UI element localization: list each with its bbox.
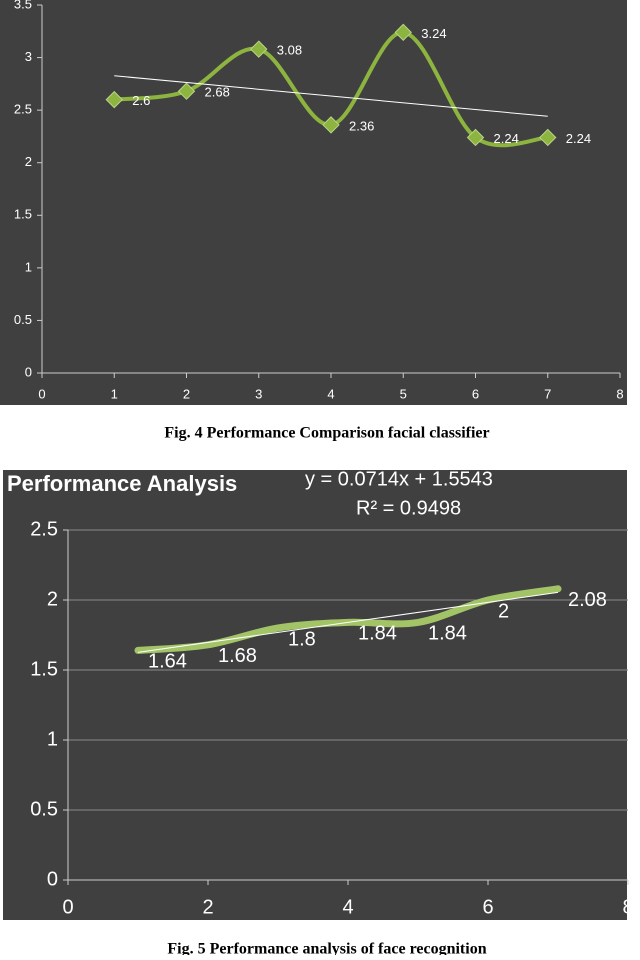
data-label: 2.68 (205, 85, 230, 100)
y-tick-label: 2.5 (14, 102, 32, 117)
y-tick-label: 3.5 (14, 0, 32, 11)
data-point (539, 128, 557, 147)
x-tick-label: 5 (400, 386, 407, 401)
data-label: 3.08 (277, 43, 302, 58)
y-tick-label: 1 (47, 728, 58, 750)
x-tick-label: 0 (62, 896, 73, 918)
x-tick-label: 4 (327, 386, 334, 401)
data-point (177, 82, 196, 100)
x-tick-label: 8 (622, 896, 633, 918)
data-label: 3.24 (421, 26, 446, 41)
annotation: y = 0.0714x + 1.5543 (305, 468, 493, 490)
data-label: 1.84 (358, 623, 397, 645)
x-tick-label: 4 (342, 896, 353, 918)
data-label: 2 (498, 600, 509, 622)
data-point (105, 90, 123, 109)
chart-background (3, 470, 627, 920)
data-label: 2.6 (132, 93, 150, 108)
data-label: 1.64 (148, 651, 187, 673)
data-label: 2.24 (494, 131, 519, 146)
x-tick-label: 3 (255, 386, 262, 401)
annotation: R² = 0.9498 (356, 497, 461, 519)
trendline (137, 591, 559, 653)
x-tick-label: 7 (544, 386, 551, 401)
data-label: 2.08 (568, 589, 607, 611)
x-tick-label: 0 (38, 386, 45, 401)
x-tick-label: 2 (202, 896, 213, 918)
x-tick-label: 6 (472, 386, 479, 401)
y-tick-label: 2 (47, 588, 58, 610)
caption: Fig. 4 Performance Comparison facial cla… (164, 425, 489, 442)
x-tick-label: 6 (482, 896, 493, 918)
data-label: 1.84 (428, 623, 467, 645)
data-label: 2.36 (349, 118, 374, 133)
data-label: 1.68 (218, 645, 257, 667)
data-point (466, 128, 485, 147)
caption: Fig. 5 Performance analysis of face reco… (167, 941, 486, 955)
trendline (114, 75, 548, 117)
x-tick-label: 8 (616, 386, 623, 401)
y-tick-label: 0.5 (14, 312, 32, 327)
y-tick-label: 1 (25, 259, 32, 274)
chart-title: Performance Analysis (7, 471, 237, 496)
chart-background (0, 0, 627, 405)
data-label: 2.24 (566, 131, 591, 146)
y-tick-label: 1.5 (30, 658, 58, 680)
data-point (250, 40, 268, 58)
y-tick-label: 3 (25, 49, 32, 64)
data-point (394, 23, 412, 42)
y-tick-label: 2 (25, 154, 32, 169)
y-tick-label: 1.5 (14, 207, 32, 222)
y-tick-label: 0.5 (30, 798, 58, 820)
x-tick-label: 2 (183, 386, 190, 401)
y-tick-label: 0 (25, 364, 32, 379)
data-point (322, 116, 340, 134)
x-tick-label: 1 (111, 386, 118, 401)
y-tick-label: 2.5 (30, 518, 58, 540)
data-label: 1.8 (288, 628, 316, 650)
y-tick-label: 0 (47, 868, 58, 890)
